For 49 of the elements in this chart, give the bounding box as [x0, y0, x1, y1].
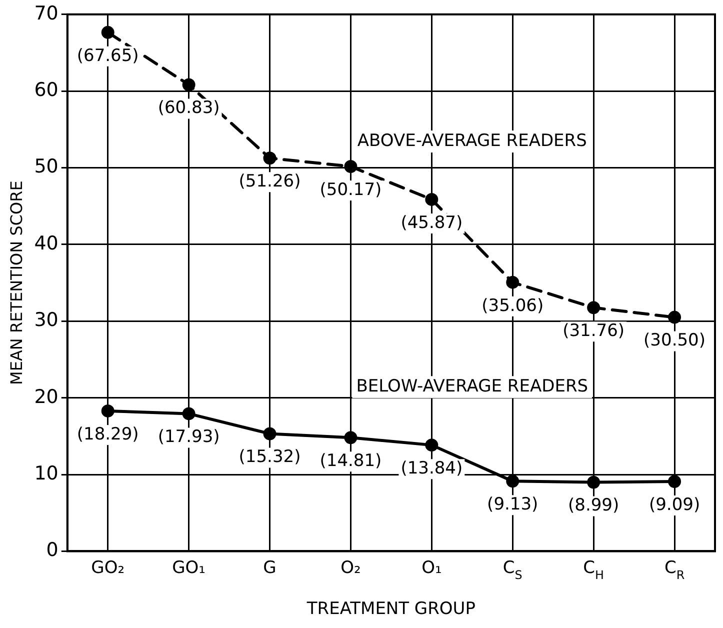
- y-tick-label: 50: [34, 156, 58, 178]
- x-tick-label: O₂: [340, 558, 361, 578]
- x-tick-label: GO₁: [172, 558, 206, 578]
- data-label: (45.87): [400, 212, 463, 233]
- y-tick-label: 40: [34, 232, 58, 254]
- series-label: ABOVE-AVERAGE READERS: [357, 130, 587, 151]
- y-tick-label: 20: [34, 386, 58, 408]
- point: [506, 474, 520, 488]
- y-tick-label: 30: [34, 309, 58, 332]
- point: [425, 438, 438, 452]
- data-label: (13.84): [400, 458, 463, 478]
- text: BELOW-AVERAGE READERS: [356, 376, 588, 396]
- point: [668, 310, 682, 324]
- y-axis-title: MEAN RETENTION SCORE: [6, 180, 26, 385]
- point: [506, 276, 520, 289]
- point: [182, 407, 196, 420]
- data-label: (31.76): [562, 321, 625, 342]
- point: [587, 476, 600, 489]
- y-tick-label: 10: [34, 462, 58, 484]
- data-label: (30.50): [644, 330, 706, 351]
- x-tick-label: GO₂: [91, 558, 125, 578]
- point: [344, 431, 358, 444]
- data-label: (35.06): [482, 296, 544, 316]
- data-label: (14.81): [320, 451, 382, 472]
- x-tick-label: O₁: [422, 558, 442, 578]
- y-tick-label: 70: [34, 2, 58, 24]
- point: [182, 78, 196, 92]
- point: [101, 404, 114, 418]
- data-label: (50.17): [320, 180, 382, 200]
- y-tick-label: 60: [34, 79, 58, 102]
- y-tick-label: 0: [46, 539, 58, 562]
- point: [425, 192, 438, 206]
- data-label: (9.09): [648, 494, 700, 515]
- data-label: (60.83): [158, 98, 220, 118]
- data-label: (15.32): [238, 447, 301, 468]
- point: [668, 474, 682, 488]
- x-axis-title: TREATMENT GROUP: [306, 599, 476, 620]
- data-label: (8.99): [568, 496, 620, 516]
- x-tick-label: G: [263, 558, 276, 578]
- data-label: (9.13): [487, 494, 538, 515]
- point: [263, 427, 276, 440]
- point: [587, 301, 600, 314]
- point: [101, 26, 114, 39]
- point: [344, 160, 358, 173]
- data-label: (51.26): [238, 172, 301, 192]
- data-label: (18.29): [76, 424, 139, 444]
- data-label: (67.65): [76, 46, 139, 66]
- data-label: (17.93): [158, 427, 220, 448]
- point: [263, 152, 276, 165]
